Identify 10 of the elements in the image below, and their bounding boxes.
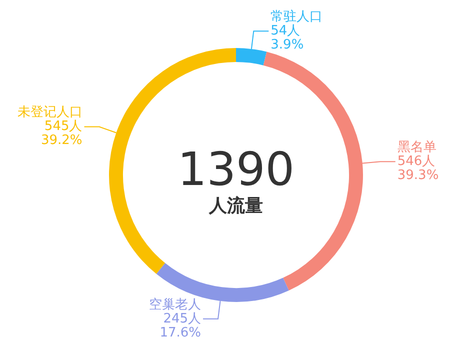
text: 1390 — [177, 142, 295, 196]
slice-label: 未登记人口 — [17, 105, 82, 120]
data-label: 545人 39.2% — [40, 119, 82, 148]
data-label: 546人 39.3% — [397, 154, 439, 183]
data-label: 54人 3.9% — [270, 23, 304, 52]
data-label: 245人 17.6% — [160, 311, 202, 340]
text: 人流量 — [208, 196, 263, 217]
slice-label: 黑名单 — [397, 140, 436, 155]
slice-label: 常驻人口 — [270, 9, 323, 24]
slice-label: 空巢老人 — [149, 297, 202, 312]
